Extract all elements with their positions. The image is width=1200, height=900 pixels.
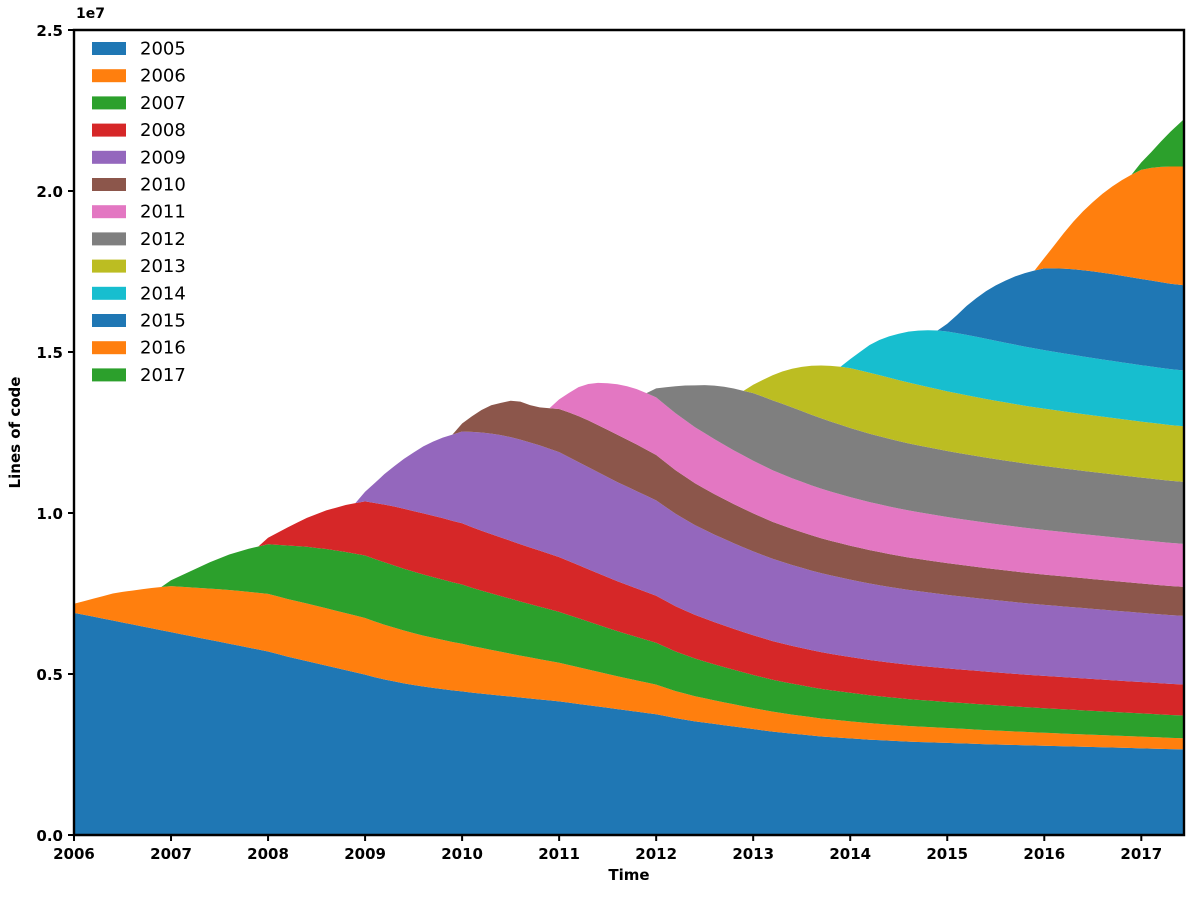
legend-swatch-2006 bbox=[92, 69, 126, 83]
x-tick-label: 2017 bbox=[1120, 845, 1162, 863]
area-series-2007 bbox=[74, 544, 1184, 739]
legend-swatch-2012 bbox=[92, 232, 126, 246]
x-tick-label: 2010 bbox=[441, 845, 483, 863]
legend-label-2012: 2012 bbox=[140, 229, 186, 250]
y-tick-label: 2.0 bbox=[36, 183, 63, 201]
x-tick-label: 2006 bbox=[53, 845, 95, 863]
legend-swatch-2013 bbox=[92, 259, 126, 273]
x-tick-label: 2012 bbox=[635, 845, 677, 863]
legend-swatch-2008 bbox=[92, 123, 126, 137]
y-tick-label: 1.0 bbox=[36, 505, 63, 523]
y-tick-label: 0.5 bbox=[36, 666, 63, 684]
y-tick-label: 0.0 bbox=[36, 827, 63, 845]
x-tick-label: 2013 bbox=[732, 845, 774, 863]
area-series-2009 bbox=[74, 431, 1184, 685]
x-tick-label: 2016 bbox=[1023, 845, 1065, 863]
area-series-2014 bbox=[74, 330, 1184, 604]
legend-label-2008: 2008 bbox=[140, 120, 186, 141]
legend-label-2009: 2009 bbox=[140, 147, 186, 168]
plot-frame bbox=[72, 28, 1186, 837]
y-axis-title: Lines of code bbox=[6, 377, 24, 489]
legend-label-2011: 2011 bbox=[140, 202, 186, 223]
legend-label-2016: 2016 bbox=[140, 338, 186, 359]
x-tick-label: 2009 bbox=[344, 845, 386, 863]
x-tick-label: 2015 bbox=[926, 845, 968, 863]
x-tick-label: 2011 bbox=[538, 845, 580, 863]
legend-label-2015: 2015 bbox=[140, 311, 186, 332]
x-tick-label: 2008 bbox=[247, 845, 289, 863]
legend-label-2014: 2014 bbox=[140, 283, 186, 304]
legend-swatch-2015 bbox=[92, 314, 126, 327]
legend-swatch-2014 bbox=[92, 286, 126, 300]
area-series-2011 bbox=[74, 382, 1184, 604]
legend-label-2013: 2013 bbox=[140, 256, 186, 277]
y-tick-label: 2.5 bbox=[36, 22, 63, 40]
axes-group bbox=[72, 28, 1186, 837]
axis-labels-group: 1e7 Time Lines of code bbox=[6, 6, 650, 884]
area-series-group bbox=[74, 119, 1184, 835]
area-series-2015 bbox=[74, 268, 1184, 604]
x-tick-label: 2007 bbox=[150, 845, 192, 863]
legend-swatch-2016 bbox=[92, 341, 126, 355]
legend-label-2010: 2010 bbox=[140, 175, 186, 196]
area-series-2006 bbox=[74, 586, 1184, 750]
x-axis-title: Time bbox=[608, 866, 649, 884]
area-series-2008 bbox=[74, 501, 1184, 716]
y-tick-label: 1.5 bbox=[36, 344, 63, 362]
area-series-2012 bbox=[74, 382, 1184, 604]
legend-label-2017: 2017 bbox=[140, 365, 186, 386]
legend-label-2005: 2005 bbox=[140, 39, 186, 60]
legend-label-2006: 2006 bbox=[140, 66, 186, 87]
legend-label-2007: 2007 bbox=[140, 93, 186, 114]
legend-swatch-2010 bbox=[92, 178, 126, 191]
ticks-group: 2006 2007 2008 2009 2010 2011 2012 2013 2014 2015… bbox=[36, 22, 1162, 863]
x-tick-label: 2014 bbox=[829, 845, 871, 863]
area-series-2005 bbox=[74, 612, 1184, 835]
area-series-2013 bbox=[74, 365, 1184, 604]
legend-swatch-2017 bbox=[92, 368, 126, 382]
y-axis-exponent-label: 1e7 bbox=[76, 6, 105, 22]
legend-swatch-2009 bbox=[92, 150, 126, 164]
chart-legend: 2005 2006 2007 2008 2009 2010 2011 2012 2013 2014… bbox=[92, 39, 186, 386]
legend-swatch-2011 bbox=[92, 205, 126, 219]
legend-swatch-2007 bbox=[92, 96, 126, 110]
legend-swatch-2005 bbox=[92, 42, 126, 55]
area-series-2010 bbox=[74, 400, 1184, 616]
